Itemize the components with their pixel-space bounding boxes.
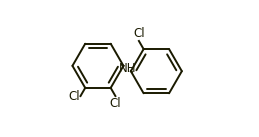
Text: Cl: Cl <box>110 97 121 110</box>
Text: Cl: Cl <box>68 90 80 102</box>
Text: NH: NH <box>118 62 136 75</box>
Text: Cl: Cl <box>133 27 145 40</box>
